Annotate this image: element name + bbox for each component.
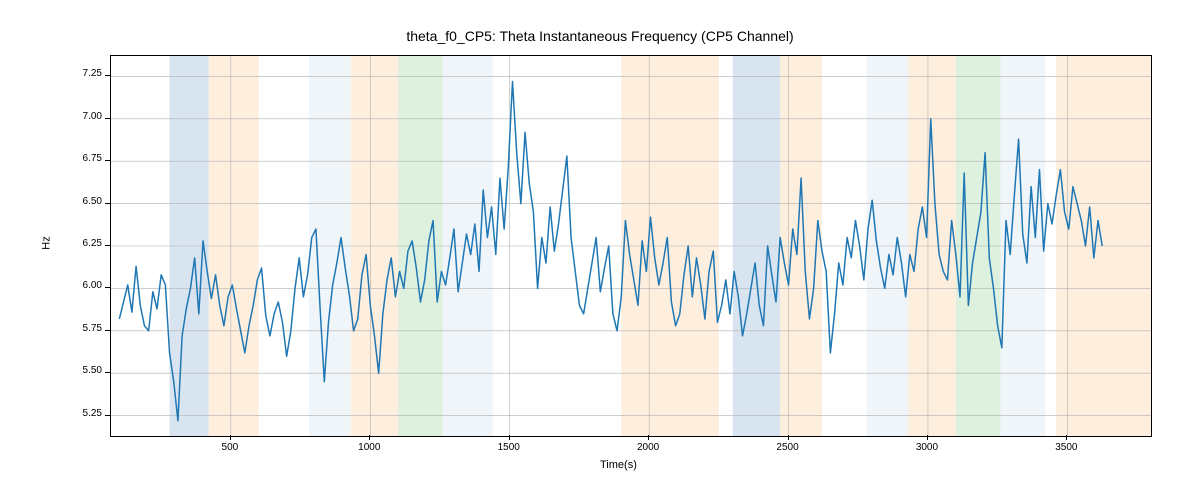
ytick-mark xyxy=(105,330,110,331)
ytick-label: 5.50 xyxy=(70,365,102,376)
ytick-mark xyxy=(105,160,110,161)
xtick-mark xyxy=(230,435,231,440)
xtick-label: 500 xyxy=(215,442,245,453)
ytick-label: 7.25 xyxy=(70,68,102,79)
x-axis-label: Time(s) xyxy=(600,459,637,471)
xtick-mark xyxy=(1066,435,1067,440)
xtick-mark xyxy=(927,435,928,440)
xtick-label: 3500 xyxy=(1051,442,1081,453)
ytick-mark xyxy=(105,203,110,204)
ytick-label: 6.75 xyxy=(70,153,102,164)
ytick-mark xyxy=(105,118,110,119)
ytick-label: 6.25 xyxy=(70,238,102,249)
ytick-label: 7.00 xyxy=(70,111,102,122)
xtick-mark xyxy=(648,435,649,440)
ytick-mark xyxy=(105,287,110,288)
chart-title: theta_f0_CP5: Theta Instantaneous Freque… xyxy=(0,28,1200,44)
xtick-mark xyxy=(509,435,510,440)
ytick-label: 6.50 xyxy=(70,196,102,207)
xtick-label: 1500 xyxy=(494,442,524,453)
ytick-mark xyxy=(105,372,110,373)
ytick-mark xyxy=(105,415,110,416)
xtick-label: 3000 xyxy=(912,442,942,453)
ytick-mark xyxy=(105,75,110,76)
xtick-label: 2500 xyxy=(773,442,803,453)
xtick-mark xyxy=(788,435,789,440)
plot-area xyxy=(110,55,1152,437)
xtick-label: 2000 xyxy=(633,442,663,453)
ytick-label: 6.00 xyxy=(70,280,102,291)
xtick-label: 1000 xyxy=(354,442,384,453)
chart-svg xyxy=(111,56,1151,436)
xtick-mark xyxy=(369,435,370,440)
ytick-label: 5.75 xyxy=(70,323,102,334)
ytick-label: 5.25 xyxy=(70,408,102,419)
figure: theta_f0_CP5: Theta Instantaneous Freque… xyxy=(0,0,1200,500)
ytick-mark xyxy=(105,245,110,246)
y-axis-label: Hz xyxy=(41,236,53,249)
